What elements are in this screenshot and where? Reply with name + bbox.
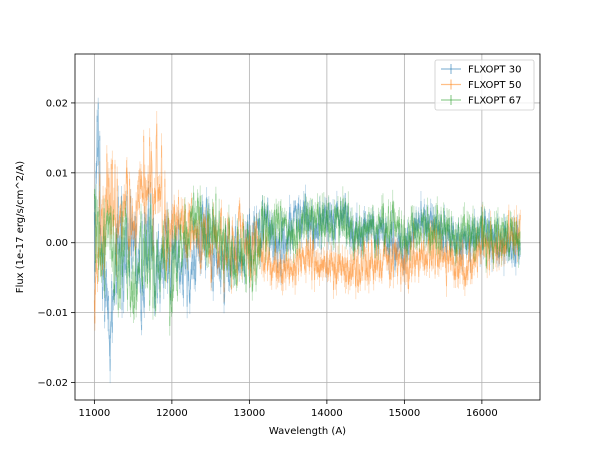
series-line [93,103,521,372]
x-tick-label: 16000 [466,408,498,419]
legend-label: FLXOPT 67 [468,96,521,107]
x-tick-label: 13000 [233,408,265,419]
y-axis-label: Flux (1e-17 erg/s/cm^2/A) [15,161,26,293]
y-tick-label: −0.01 [37,308,68,319]
series-errorbars [94,184,521,336]
y-tick-label: 0.01 [46,168,68,179]
series-errorbars [94,97,521,384]
x-axis-label: Wavelength (A) [269,426,346,437]
series-group [93,97,521,384]
legend-label: FLXOPT 50 [468,80,521,91]
axes-frame [74,53,541,401]
y-tick-label: −0.02 [37,378,68,389]
y-tick-label: 0.00 [46,238,68,249]
x-tick-label: 14000 [311,408,343,419]
series-line [93,123,521,324]
x-tick-label: 12000 [156,408,188,419]
legend: FLXOPT 30 FLXOPT 50 FLXOPT 67 [434,59,535,111]
legend-box [434,59,535,111]
plot-area [75,54,540,400]
x-tick-label: 11000 [78,408,110,419]
series-line [93,192,521,327]
series-errorbars [94,111,521,331]
legend-label: FLXOPT 30 [468,65,521,76]
x-tick-label: 15000 [388,408,420,419]
y-tick-label: 0.02 [46,98,68,109]
